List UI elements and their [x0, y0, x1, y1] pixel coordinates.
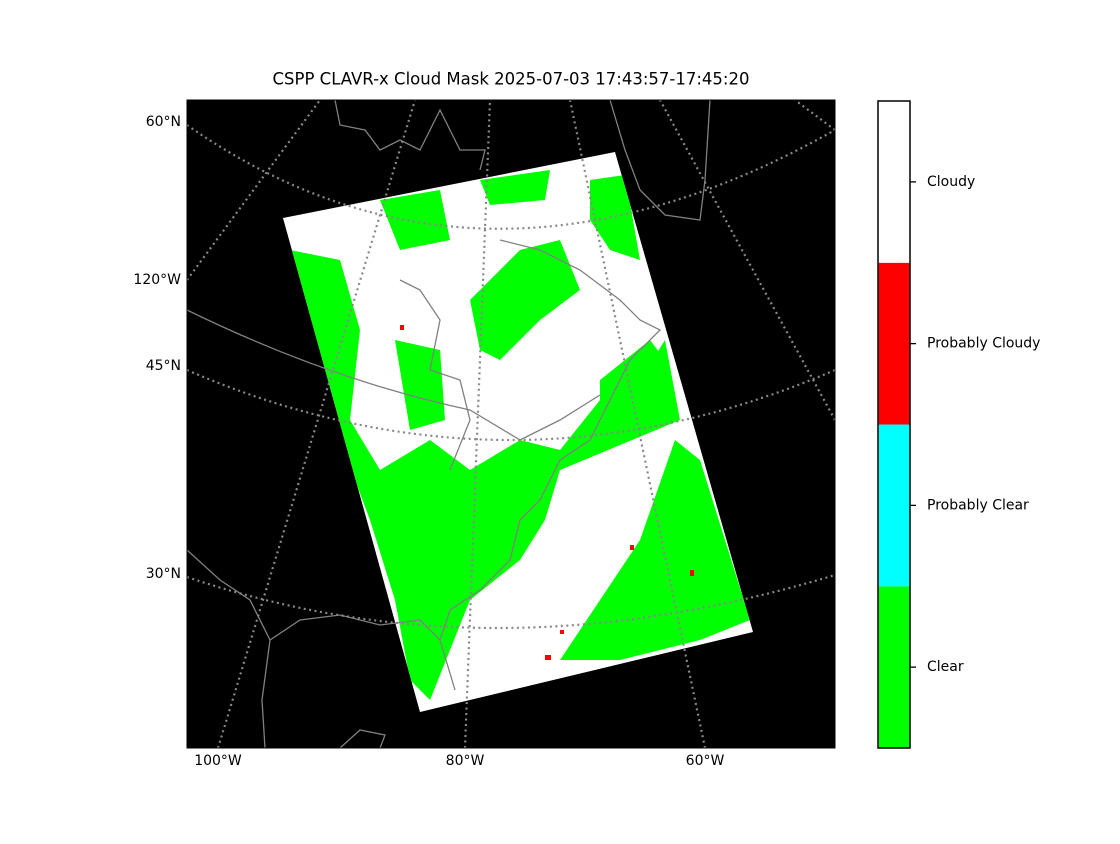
lon-label: 100°W — [194, 753, 242, 769]
coastlines — [187, 100, 711, 748]
colorbar-segment — [878, 262, 910, 425]
clear-areas — [290, 170, 750, 700]
colorbar-frame — [877, 100, 911, 749]
graticule — [187, 100, 835, 748]
lat-label: 30°N — [146, 566, 181, 582]
lat-label: 45°N — [146, 358, 181, 374]
map-frame — [186, 99, 836, 749]
red-speckles — [400, 325, 694, 660]
colorbar-segment — [878, 424, 910, 587]
lon-label: 60°W — [686, 753, 725, 769]
colorbar-label: Clear — [927, 659, 964, 675]
colorbar-segment — [878, 101, 910, 263]
lon-label: 120°W — [133, 272, 181, 288]
colorbar-label: Cloudy — [927, 174, 975, 190]
title: CSPP CLAVR-x Cloud Mask 2025-07-03 17:43… — [273, 70, 750, 89]
colorbar-segment — [878, 586, 910, 748]
map-area — [187, 100, 835, 748]
colorbar-label: Probably Clear — [927, 497, 1029, 513]
lat-label: 60°N — [146, 114, 181, 130]
lon-label: 80°W — [446, 753, 485, 769]
colorbar: Clear Probably Clear Probably Cloudy Cloudy — [877, 100, 1040, 749]
colorbar-label: Probably Cloudy — [927, 336, 1040, 352]
